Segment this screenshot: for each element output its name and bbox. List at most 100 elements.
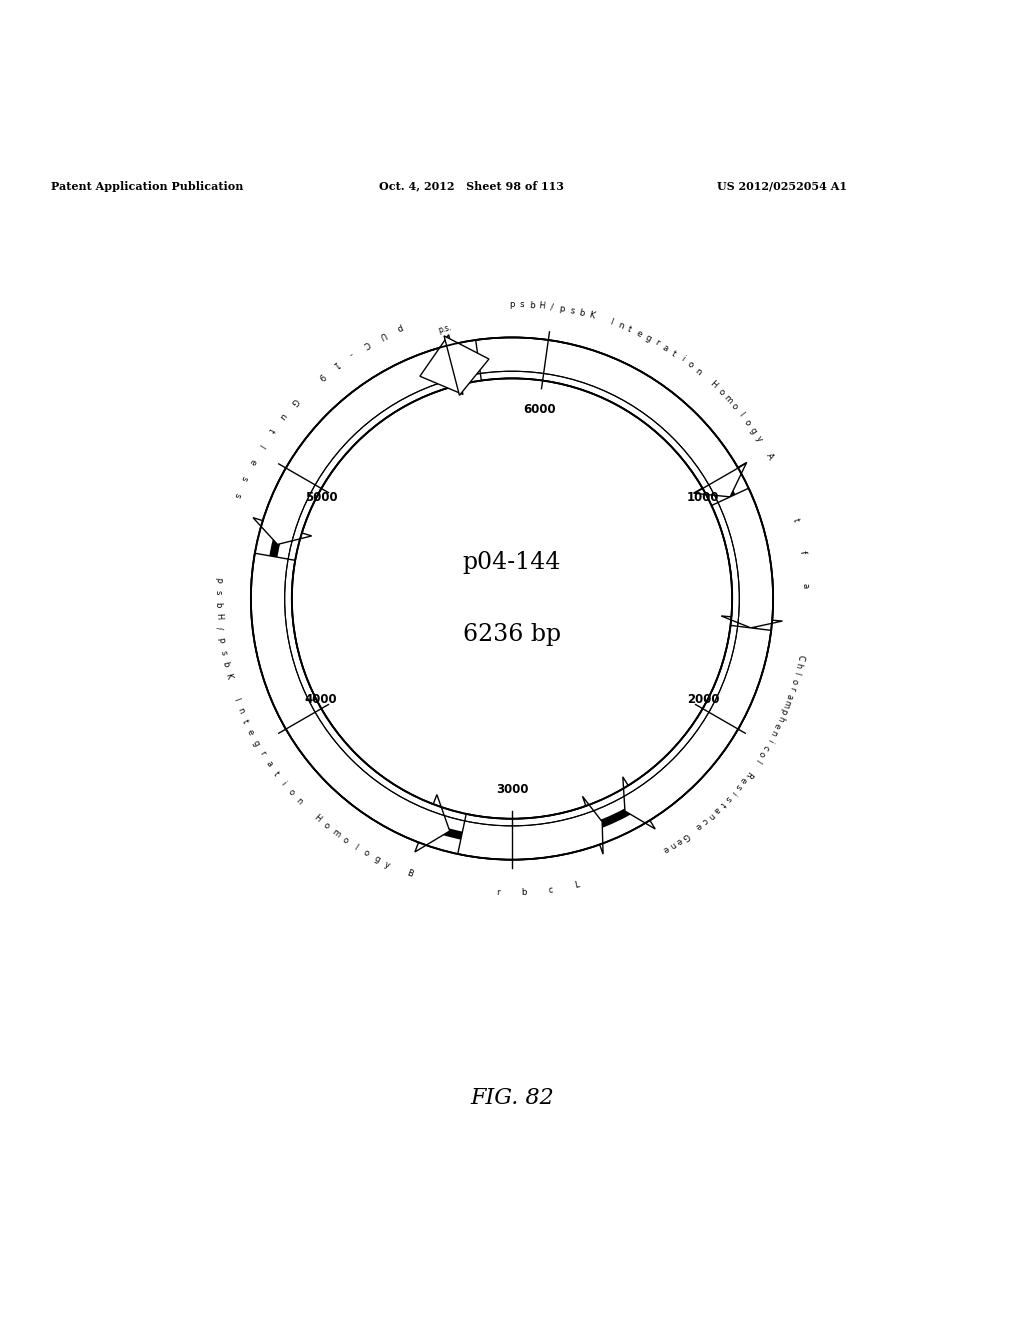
Polygon shape (623, 626, 771, 829)
Text: r: r (653, 338, 660, 347)
Text: t: t (271, 770, 281, 777)
Circle shape (274, 360, 750, 836)
Text: o: o (790, 677, 799, 685)
Text: h: h (775, 714, 785, 722)
Text: H: H (311, 813, 323, 824)
Text: b: b (529, 301, 536, 310)
Text: l: l (257, 442, 265, 449)
Text: m: m (722, 393, 734, 405)
Text: e: e (693, 821, 703, 830)
Text: t: t (266, 426, 275, 434)
Text: s: s (218, 649, 228, 655)
Polygon shape (420, 335, 463, 395)
Text: US 2012/0252054 A1: US 2012/0252054 A1 (717, 181, 847, 191)
Text: t: t (241, 718, 250, 725)
Text: C: C (361, 338, 371, 348)
Text: FIG. 82: FIG. 82 (470, 1088, 554, 1109)
Text: b: b (521, 887, 527, 896)
Text: 2000: 2000 (687, 693, 719, 706)
Text: p: p (216, 638, 226, 644)
Text: a: a (801, 583, 810, 589)
Text: n: n (706, 810, 716, 820)
Text: 5000: 5000 (305, 491, 337, 504)
Text: f: f (798, 550, 807, 554)
Text: g: g (643, 333, 652, 343)
Text: e: e (772, 721, 782, 730)
Text: H: H (214, 612, 223, 619)
Text: B: B (406, 869, 414, 879)
Text: l: l (753, 758, 762, 764)
Polygon shape (253, 346, 455, 544)
Text: U: U (378, 330, 387, 341)
Text: c: c (699, 816, 710, 825)
Text: l: l (792, 671, 801, 676)
Text: a: a (264, 759, 274, 768)
Circle shape (266, 352, 758, 845)
Text: b: b (220, 660, 230, 668)
Text: o: o (286, 788, 296, 797)
Polygon shape (712, 488, 782, 628)
Text: H: H (709, 379, 719, 391)
Text: n: n (768, 729, 778, 738)
Text: h: h (794, 661, 803, 669)
Text: l: l (736, 411, 745, 418)
Text: 1000: 1000 (687, 491, 719, 504)
Text: o: o (361, 849, 371, 859)
Text: A: A (764, 451, 774, 461)
Text: r: r (787, 685, 797, 692)
Text: s: s (723, 793, 732, 803)
Text: u: u (278, 411, 288, 420)
Text: G: G (289, 396, 300, 407)
Text: o: o (757, 750, 767, 758)
Text: G: G (681, 830, 691, 841)
Text: i: i (729, 788, 737, 796)
Text: n: n (668, 840, 677, 850)
Text: K: K (588, 310, 596, 321)
Text: s: s (231, 491, 242, 499)
Text: n: n (236, 706, 246, 714)
Text: 1: 1 (330, 359, 340, 370)
Text: n: n (693, 366, 703, 376)
Text: e: e (635, 329, 643, 339)
Text: s: s (519, 300, 524, 309)
Text: m: m (781, 698, 793, 709)
Text: Oct. 4, 2012   Sheet 98 of 113: Oct. 4, 2012 Sheet 98 of 113 (379, 181, 564, 191)
Text: /: / (215, 627, 224, 630)
Text: o: o (322, 821, 331, 832)
Text: L: L (573, 880, 581, 890)
Text: /: / (550, 302, 554, 312)
Text: e: e (662, 843, 671, 854)
Text: e: e (738, 775, 749, 785)
Text: g: g (251, 738, 261, 747)
Text: o: o (341, 836, 350, 846)
Text: n: n (616, 321, 625, 330)
Text: a: a (660, 343, 670, 354)
Text: s: s (214, 590, 223, 594)
Text: c: c (761, 743, 771, 751)
Circle shape (246, 333, 778, 865)
Text: I: I (608, 317, 613, 326)
Text: e: e (675, 836, 684, 845)
Text: p: p (395, 322, 403, 333)
Text: s: s (569, 306, 575, 315)
Text: o: o (686, 360, 695, 370)
Text: 3000: 3000 (496, 783, 528, 796)
Text: 6236 bp: 6236 bp (463, 623, 561, 645)
Text: p: p (778, 706, 788, 715)
Text: -: - (346, 348, 354, 358)
Polygon shape (476, 338, 746, 496)
Text: o: o (729, 401, 739, 412)
Text: 9: 9 (315, 370, 326, 380)
Text: a: a (784, 692, 795, 700)
Text: g: g (372, 854, 381, 865)
Text: t: t (627, 325, 633, 334)
Text: i: i (765, 737, 774, 743)
Text: r: r (496, 887, 500, 896)
Text: s: s (733, 781, 743, 791)
Text: 4000: 4000 (305, 693, 337, 706)
Text: b: b (214, 602, 222, 607)
Text: y: y (754, 434, 764, 444)
Text: l: l (352, 843, 358, 851)
Text: 6000: 6000 (523, 403, 556, 416)
Text: m: m (330, 828, 341, 840)
